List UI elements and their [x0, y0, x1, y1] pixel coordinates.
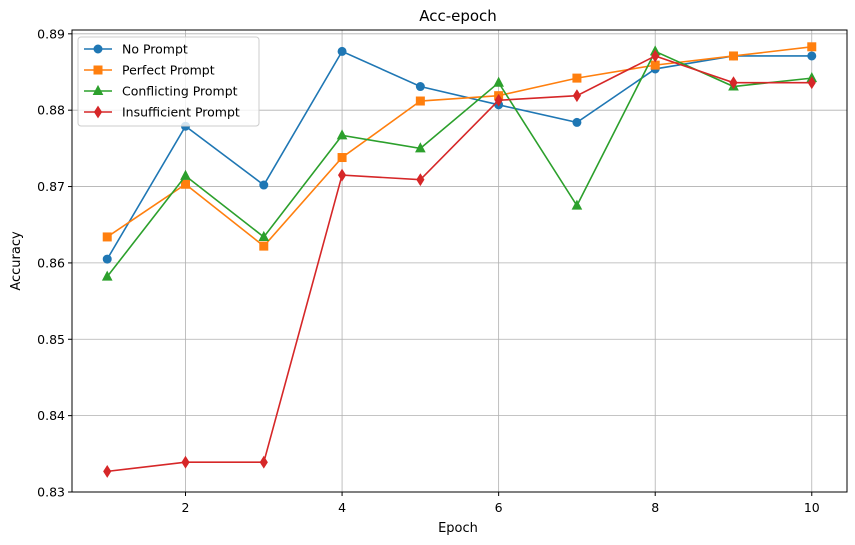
- data-point-conflicting-prompt: [181, 171, 190, 180]
- data-point-conflicting-prompt: [338, 130, 347, 139]
- data-point-perfect-prompt: [729, 52, 737, 60]
- y-tick-label: 0.87: [37, 179, 65, 194]
- x-tick-label: 10: [804, 500, 820, 515]
- legend-marker: [94, 45, 102, 53]
- chart-title: Acc-epoch: [419, 7, 497, 25]
- data-point-no-prompt: [338, 47, 346, 55]
- legend-label: No Prompt: [122, 42, 188, 57]
- legend-marker: [94, 66, 102, 74]
- data-point-no-prompt: [416, 83, 424, 91]
- y-tick-label: 0.84: [37, 408, 65, 423]
- data-point-conflicting-prompt: [494, 78, 503, 87]
- data-point-no-prompt: [808, 52, 816, 60]
- x-axis-label: Epoch: [438, 521, 478, 536]
- y-tick-label: 0.83: [37, 485, 65, 500]
- y-tick-label: 0.88: [37, 103, 65, 118]
- x-tick-label: 8: [651, 500, 659, 515]
- data-point-no-prompt: [573, 118, 581, 126]
- data-point-insufficient-prompt: [573, 90, 580, 101]
- data-point-insufficient-prompt: [104, 466, 111, 477]
- data-point-perfect-prompt: [182, 180, 190, 188]
- legend-label: Insufficient Prompt: [122, 105, 240, 120]
- y-tick-label: 0.89: [37, 26, 65, 41]
- x-tick-label: 6: [495, 500, 503, 515]
- legend: No Prompt Perfect Prompt Conflicting Promp…: [78, 37, 259, 126]
- data-point-no-prompt: [103, 255, 111, 263]
- x-tick-label: 2: [182, 500, 190, 515]
- data-point-perfect-prompt: [573, 74, 581, 82]
- y-axis-label: Accuracy: [9, 231, 24, 291]
- y-tick-label: 0.86: [37, 255, 65, 270]
- data-point-insufficient-prompt: [182, 457, 189, 468]
- data-point-perfect-prompt: [808, 43, 816, 51]
- data-point-perfect-prompt: [260, 242, 268, 250]
- data-point-perfect-prompt: [103, 233, 111, 241]
- data-point-perfect-prompt: [416, 97, 424, 105]
- data-point-no-prompt: [260, 181, 268, 189]
- y-tick-label: 0.85: [37, 332, 65, 347]
- legend-label: Perfect Prompt: [122, 63, 215, 78]
- data-point-insufficient-prompt: [417, 174, 424, 185]
- data-point-insufficient-prompt: [339, 170, 346, 181]
- x-tick-label: 4: [338, 500, 346, 515]
- legend-label: Conflicting Prompt: [122, 84, 238, 99]
- data-point-insufficient-prompt: [260, 457, 267, 468]
- data-point-perfect-prompt: [338, 154, 346, 162]
